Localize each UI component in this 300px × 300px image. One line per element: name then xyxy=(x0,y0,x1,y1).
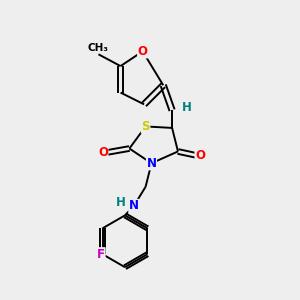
Text: O: O xyxy=(138,45,148,58)
Text: O: O xyxy=(195,149,205,162)
Text: N: N xyxy=(146,157,157,170)
Text: O: O xyxy=(98,146,108,159)
Text: CH₃: CH₃ xyxy=(88,43,109,53)
Text: H: H xyxy=(182,101,191,114)
Text: N: N xyxy=(129,200,139,212)
Text: S: S xyxy=(141,120,150,133)
Text: H: H xyxy=(116,196,126,209)
Text: F: F xyxy=(97,248,105,261)
